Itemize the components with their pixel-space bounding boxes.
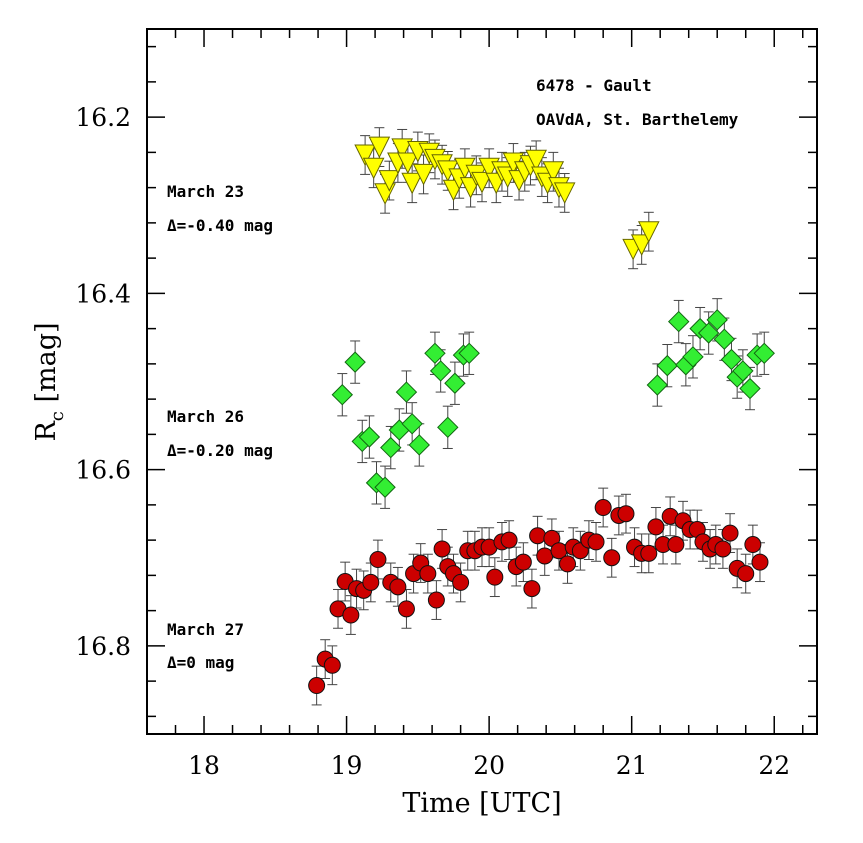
axis-tick-labels: 18 19 20 21 22 16.2 16.4 16.6 16.8 xyxy=(75,103,790,780)
offset-label-march-26: Δ=-0.20 mag xyxy=(167,441,273,460)
data-point xyxy=(603,549,621,567)
data-point xyxy=(362,157,385,180)
series-march-23 xyxy=(354,127,660,270)
x-tick-label: 21 xyxy=(616,751,648,780)
data-point xyxy=(668,310,690,333)
x-tick-label: 18 xyxy=(188,751,220,780)
offset-label-march-27: Δ=0 mag xyxy=(167,653,234,672)
data-point xyxy=(437,416,459,439)
data-point xyxy=(397,600,415,618)
data-point xyxy=(529,527,547,545)
data-point xyxy=(429,360,452,382)
x-tick-label: 20 xyxy=(473,751,505,780)
data-point xyxy=(646,374,669,396)
data-point xyxy=(433,540,451,558)
data-point xyxy=(427,591,445,609)
data-point xyxy=(514,553,532,571)
data-point xyxy=(358,426,381,448)
data-point xyxy=(368,136,391,159)
data-point xyxy=(397,152,419,175)
data-point xyxy=(542,161,565,183)
plot-frame xyxy=(146,28,818,735)
series-label-march-26: March 26 xyxy=(167,407,244,426)
data-point xyxy=(739,377,761,400)
data-point xyxy=(713,328,736,350)
data-point xyxy=(744,536,762,554)
data-point xyxy=(308,677,326,695)
data-point xyxy=(559,555,577,573)
data-point xyxy=(362,573,380,591)
x-tick-label: 19 xyxy=(331,751,363,780)
data-point xyxy=(419,565,437,583)
data-point xyxy=(640,544,658,562)
data-point xyxy=(647,518,665,536)
x-axis-title: Time [UTC] xyxy=(402,788,561,819)
series-label-march-27: March 27 xyxy=(167,620,244,639)
data-point xyxy=(714,540,732,558)
data-point xyxy=(637,221,660,243)
data-point xyxy=(667,536,685,554)
data-point xyxy=(682,346,704,368)
y-tick-label: 16.4 xyxy=(75,279,131,308)
data-point xyxy=(342,606,360,624)
data-series xyxy=(308,127,775,706)
data-point xyxy=(401,172,423,195)
data-point xyxy=(424,342,446,365)
data-point xyxy=(706,309,728,331)
y-tick-label: 16.8 xyxy=(75,632,131,661)
data-point xyxy=(523,580,541,598)
data-point xyxy=(587,533,605,551)
data-point xyxy=(594,499,612,517)
data-point xyxy=(374,476,396,498)
series-march-27 xyxy=(308,487,769,706)
data-point xyxy=(500,531,518,549)
data-point xyxy=(378,170,401,192)
data-point xyxy=(720,348,743,371)
data-point xyxy=(536,547,554,565)
data-point xyxy=(732,360,754,382)
chart-title: 6478 - Gault xyxy=(536,76,652,95)
y-axis-title: Rc [mag] xyxy=(31,322,68,441)
data-point xyxy=(395,381,418,403)
data-point xyxy=(323,656,341,674)
data-point xyxy=(458,342,480,365)
offset-label-march-23: Δ=-0.40 mag xyxy=(167,216,273,235)
data-point xyxy=(452,573,470,591)
x-tick-label: 22 xyxy=(758,751,790,780)
data-point xyxy=(525,149,547,172)
data-point xyxy=(617,505,635,523)
y-tick-label: 16.6 xyxy=(75,456,131,485)
data-point xyxy=(553,182,576,205)
data-point xyxy=(737,565,755,583)
data-point xyxy=(486,568,504,586)
data-point xyxy=(374,183,396,205)
chart-subtitle: OAVdA, St. Barthelemy xyxy=(536,110,739,129)
data-point xyxy=(753,342,775,365)
data-point xyxy=(344,351,366,373)
series-march-26 xyxy=(331,298,775,509)
data-point xyxy=(697,322,720,344)
data-point xyxy=(380,436,402,459)
data-point xyxy=(331,384,354,406)
data-point xyxy=(412,163,435,186)
data-point xyxy=(401,413,423,435)
data-point xyxy=(391,138,413,160)
axis-ticks xyxy=(146,29,817,734)
data-point xyxy=(408,434,430,456)
data-point xyxy=(721,524,739,542)
data-point xyxy=(656,354,679,377)
y-tick-label: 16.2 xyxy=(75,103,131,132)
data-point xyxy=(389,578,407,596)
data-point xyxy=(751,553,769,571)
data-point xyxy=(471,171,493,194)
data-point xyxy=(354,144,376,167)
data-point xyxy=(630,234,653,257)
data-point xyxy=(444,372,466,394)
data-point xyxy=(369,551,387,569)
series-label-march-23: March 23 xyxy=(167,182,244,201)
